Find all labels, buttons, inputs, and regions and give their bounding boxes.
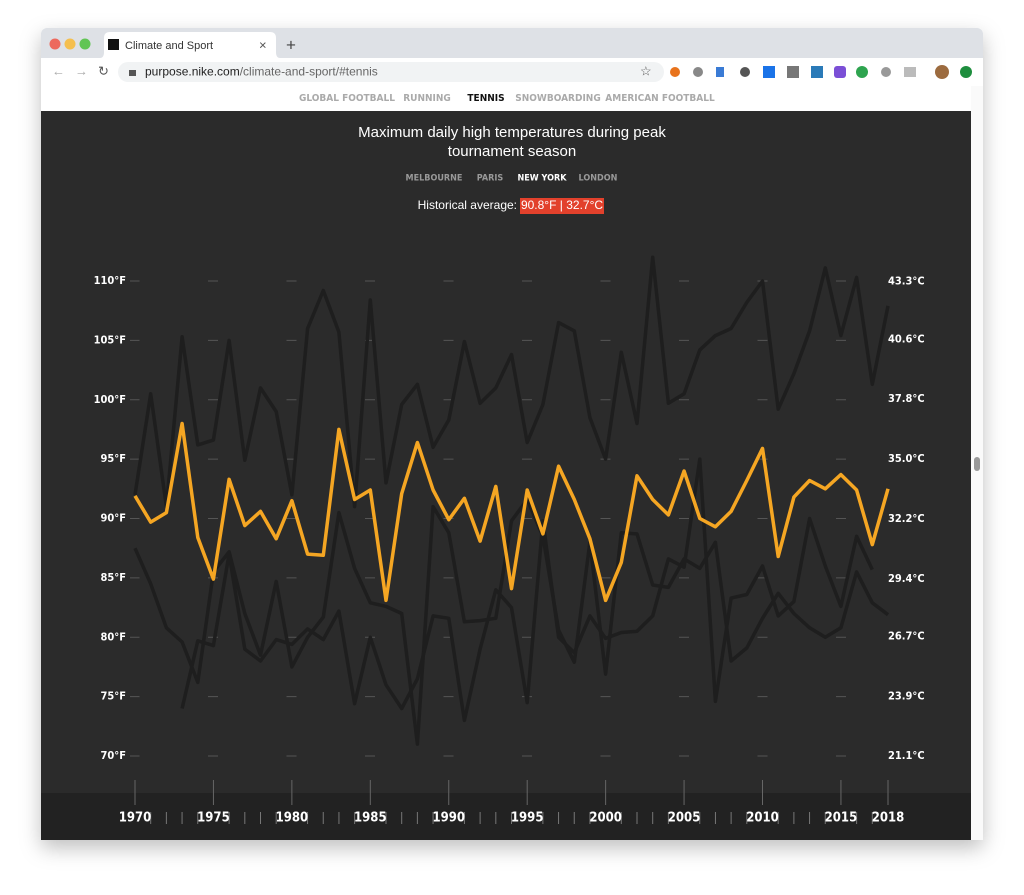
close-button[interactable] — [49, 38, 61, 50]
url: purpose.nike.com/climate-and-sport/#tenn… — [145, 65, 378, 79]
city-tab[interactable]: PARIS — [477, 174, 504, 184]
x-tick-label: 1990 — [432, 811, 465, 826]
x-tick-label: 1970 — [119, 811, 152, 826]
nav-item[interactable]: SNOWBOARDING — [515, 93, 600, 104]
nav-item[interactable]: RUNNING — [403, 93, 451, 104]
average-badge — [520, 198, 604, 214]
nav-bar — [41, 86, 971, 111]
y-tick-label: 90°F — [101, 512, 126, 525]
y2-tick-label: 21.1°C — [888, 749, 925, 762]
series-line — [133, 255, 890, 509]
extensions — [670, 65, 972, 79]
url-host: purpose.nike.com — [145, 65, 240, 79]
y2-tick-label: 37.8°C — [888, 392, 925, 405]
y-tick-label: 70°F — [101, 749, 126, 762]
highlight-line — [133, 421, 890, 603]
back[interactable]: ← — [52, 63, 65, 78]
plot: 70°F 75°F 80°F 85°F 90°F 95°F 100°F 105°F 110°F 2… — [94, 255, 925, 826]
nav-item[interactable]: AMERICAN FOOTBALL — [605, 93, 715, 104]
favicon — [108, 39, 119, 50]
y2-tick-label: 23.9°C — [888, 689, 925, 702]
y2-tick-label: 40.6°C — [888, 332, 925, 345]
series-line — [180, 457, 874, 723]
nav: GLOBAL FOOTBALL RUNNING TENNIS SNOWBOARDING… — [299, 93, 715, 104]
y2-tick-label: 32.2°C — [888, 512, 925, 525]
x-tick-label: 2000 — [589, 811, 622, 826]
average-label: Historical average: — [418, 198, 517, 212]
city-tab[interactable]: MELBOURNE — [406, 174, 463, 184]
url-path: /climate-and-sport/#tennis — [240, 65, 378, 79]
axis-band — [41, 793, 971, 840]
bookmark[interactable]: ☆ — [640, 63, 652, 78]
zoom-button[interactable] — [79, 38, 91, 50]
y2-tick-label: 35.0°C — [888, 452, 925, 465]
x-tick-label: 1980 — [276, 811, 309, 826]
y-tick-label: 80°F — [101, 630, 126, 643]
lock — [129, 70, 136, 76]
x-tick-label: 2005 — [668, 811, 701, 826]
y-tick-label: 95°F — [101, 452, 126, 465]
nav-item[interactable]: GLOBAL FOOTBALL — [299, 93, 395, 104]
nav-item[interactable]: TENNIS — [467, 93, 504, 104]
x-tick-label: 1985 — [354, 811, 387, 826]
x-tick-label: 1975 — [197, 811, 230, 826]
y2-tick-label: 29.4°C — [888, 572, 925, 585]
series-line — [133, 497, 890, 746]
tab-title: Climate and Sport — [125, 40, 213, 52]
y-tick-label: 85°F — [101, 571, 126, 584]
y2-tick-label: 26.7°C — [888, 630, 925, 643]
scroll-thumb[interactable] — [974, 457, 980, 471]
city-tabs: MELBOURNE PARIS NEW YORK LONDON — [406, 174, 618, 184]
x-tick-label: 2010 — [746, 811, 779, 826]
x-tick-label: 2018 — [872, 811, 905, 826]
chart-title: Maximum daily high temperatures during p… — [358, 124, 666, 160]
minimize-button[interactable] — [64, 38, 76, 50]
forward[interactable]: → — [75, 63, 88, 78]
city-tab[interactable]: NEW YORK — [518, 174, 568, 184]
y-tick-label: 110°F — [94, 274, 126, 287]
new-tab[interactable]: + — [286, 35, 296, 54]
tab[interactable] — [100, 32, 280, 58]
tab-close[interactable]: × — [259, 37, 267, 52]
average-value: 90.8°F | 32.7°C — [521, 198, 603, 212]
x-tick-label: 2015 — [825, 811, 858, 826]
y-tick-label: 105°F — [94, 333, 126, 346]
reload[interactable]: ↻ — [98, 63, 109, 78]
y-tick-label: 75°F — [101, 690, 126, 703]
y-tick-label: 100°F — [94, 393, 126, 406]
address-bar[interactable] — [118, 62, 664, 82]
y2-tick-label: 43.3°C — [888, 275, 925, 288]
chart-bg — [41, 111, 971, 793]
x-tick-label: 1995 — [511, 811, 544, 826]
city-tab[interactable]: LONDON — [579, 174, 618, 184]
